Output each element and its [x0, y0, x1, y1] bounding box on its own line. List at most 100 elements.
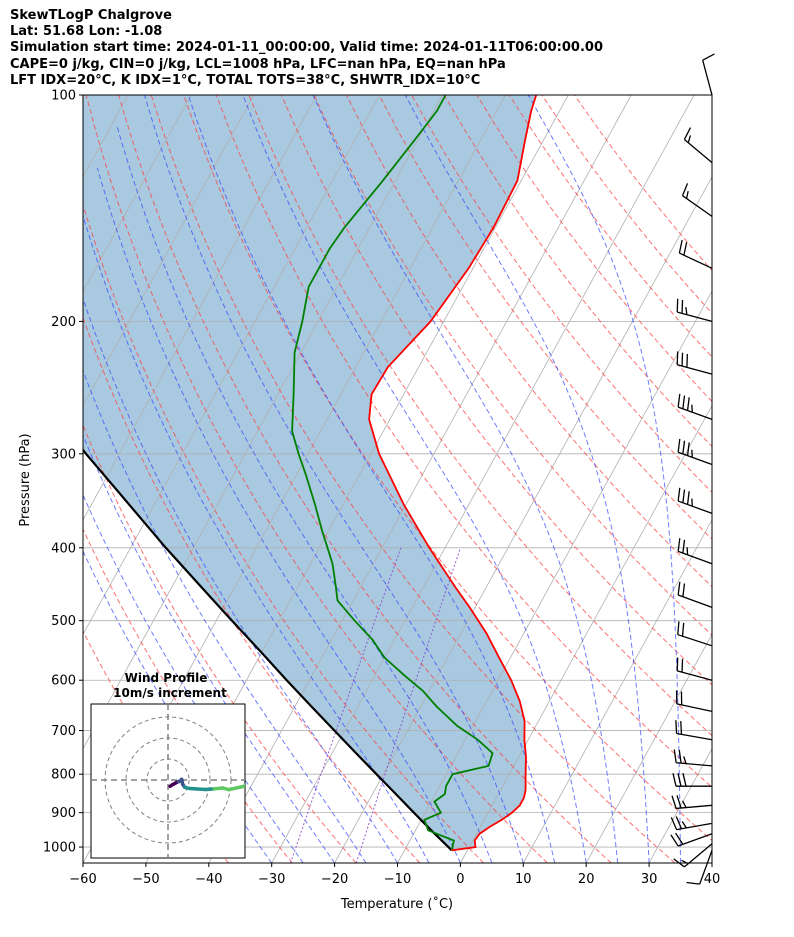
wind-barb — [677, 581, 713, 608]
wind-barb — [673, 843, 713, 868]
mixing-ratio-lines — [290, 547, 461, 863]
y-tick-label: 600 — [51, 674, 76, 689]
isotherm-line — [334, 175, 712, 863]
isotherm-line — [271, 95, 695, 863]
dry-adiabat-line — [83, 528, 293, 863]
isotherm-line — [83, 95, 380, 636]
wind-barb — [681, 183, 713, 217]
hodograph-segment — [193, 787, 208, 792]
moist-adiabat-line — [83, 297, 398, 863]
y-tick-label: 900 — [51, 806, 76, 821]
x-axis-ticks: −60 −50 −40 −30 −20 −10 0 10 20 30 40 — [69, 863, 720, 887]
hodograph-title: Wind Profile — [125, 671, 208, 685]
wind-barb — [676, 351, 713, 375]
dry-adiabat-line — [378, 95, 712, 540]
wind-barb — [683, 127, 713, 164]
dry-adiabat-line — [183, 95, 712, 842]
moist-adiabat-line — [83, 213, 430, 863]
moist-adiabat-line — [242, 95, 587, 863]
dewpoint-profile-line — [291, 95, 494, 851]
wind-barb — [676, 657, 713, 681]
y-tick-label: 100 — [51, 89, 76, 104]
isotherm-line — [397, 290, 712, 863]
x-tick-label: 40 — [704, 872, 721, 887]
dry-adiabat-line — [443, 95, 712, 448]
wind-barb — [677, 538, 713, 565]
y-tick-label: 400 — [51, 541, 76, 556]
wind-barb — [673, 749, 713, 767]
mixing-ratio-line — [355, 547, 461, 863]
isotherm-line — [83, 95, 192, 293]
y-tick-label: 1000 — [43, 841, 76, 856]
x-tick-label: −30 — [258, 872, 285, 887]
x-tick-label: 0 — [456, 872, 464, 887]
moist-adiabat-line — [83, 433, 336, 863]
dry-adiabat-line — [85, 95, 548, 863]
x-tick-label: −50 — [132, 872, 159, 887]
wind-barb — [675, 690, 713, 712]
moist-adiabat-line — [144, 95, 524, 863]
moist-adiabats — [83, 95, 681, 863]
isotherm-line — [585, 633, 712, 863]
y-tick-label: 500 — [51, 614, 76, 629]
stability-indices-cape: CAPE=0 j/kg, CIN=0 j/kg, LCL=1008 hPa, L… — [10, 56, 506, 72]
x-tick-label: −20 — [321, 872, 348, 887]
temperature-profile-line — [368, 95, 538, 852]
x-axis-label: Temperature (˚C) — [340, 896, 453, 912]
moist-adiabat-line — [83, 369, 367, 863]
x-tick-label: −10 — [384, 872, 411, 887]
moist-adiabat-line — [187, 95, 556, 863]
x-tick-label: 20 — [578, 872, 595, 887]
isotherm-line — [711, 862, 712, 863]
chart-header: SkewTLogP Chalgrove Lat: 51.68 Lon: -1.0… — [10, 8, 603, 89]
hodograph-segment — [237, 784, 245, 790]
wind-barb — [686, 850, 713, 885]
moist-adiabat-line — [116, 125, 493, 863]
chart-title: SkewTLogP Chalgrove — [10, 8, 172, 23]
dry-adiabat-line — [280, 95, 712, 686]
isotherm-line — [648, 747, 712, 863]
wind-barb — [671, 795, 713, 810]
y-tick-label: 700 — [51, 724, 76, 739]
wind-barb — [678, 239, 713, 269]
simulation-times: Simulation start time: 2024-01-11_00:00:… — [10, 40, 603, 56]
x-tick-label: 30 — [641, 872, 658, 887]
cape-fill — [83, 95, 537, 851]
moist-adiabat-line — [527, 95, 681, 863]
cape-area — [83, 95, 537, 851]
y-axis-ticks: 1000 900 800 700 600 500 400 300 200 100 — [43, 89, 83, 856]
hodograph-segment — [269, 777, 284, 779]
wind-barb — [677, 393, 713, 421]
wind-barb — [670, 816, 713, 831]
dry-adiabat-line — [508, 95, 712, 358]
wind-barb — [677, 621, 713, 647]
wind-barb — [670, 832, 713, 847]
x-tick-label: 10 — [515, 872, 532, 887]
moist-adiabat-line — [312, 95, 619, 863]
dry-adiabat-line — [150, 95, 676, 863]
hodograph-segment — [227, 785, 242, 792]
wind-barbs — [670, 53, 715, 885]
parcel-profile-line — [83, 448, 453, 852]
y-axis-label: Pressure (hPa) — [18, 433, 33, 526]
y-tick-label: 300 — [51, 447, 76, 462]
dry-adiabat-line — [118, 95, 612, 863]
isotherm-line — [460, 404, 712, 863]
wind-barb — [675, 720, 713, 741]
wind-barb — [702, 53, 715, 96]
dry-adiabat-line — [313, 95, 712, 636]
wind-barb — [677, 487, 713, 514]
isotherm-line — [775, 95, 794, 863]
isotherm-line — [83, 95, 318, 521]
moist-adiabat-line — [404, 95, 650, 863]
hodograph-inset: Wind Profile 10m/s increment — [90, 671, 284, 859]
stability-indices-lifted: LFT IDX=20°C, K IDX=1°C, TOTAL TOTS=38°C… — [10, 72, 481, 88]
y-tick-label: 200 — [51, 315, 76, 330]
y-tick-label: 800 — [51, 768, 76, 783]
wind-barb — [676, 298, 713, 323]
wind-barb — [672, 773, 712, 787]
dry-adiabat-line — [83, 316, 421, 863]
dry-adiabat-line — [411, 95, 712, 494]
hodograph-segment — [256, 779, 269, 781]
